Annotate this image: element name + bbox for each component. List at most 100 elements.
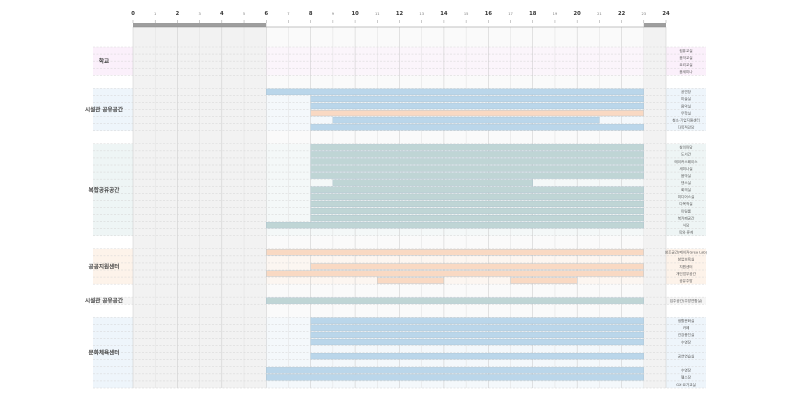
row-label: 메이커스페이스	[674, 159, 698, 164]
row-label: 댄스실	[681, 180, 691, 185]
schedule-bar	[266, 297, 644, 304]
group-band-right	[666, 297, 706, 305]
row-label: 도서관	[681, 152, 692, 157]
x-tick-label: 20	[574, 11, 582, 17]
schedule-bar	[310, 331, 644, 339]
schedule-bar	[310, 324, 644, 331]
schedule-bar	[310, 165, 644, 172]
row-label: 음악교실	[679, 55, 692, 60]
group-band-left	[93, 143, 133, 236]
row-label: 다목적실	[679, 201, 692, 206]
x-tick-label: 22	[618, 11, 626, 17]
schedule-bar	[310, 144, 644, 151]
row-label: 청소·기업지원센터	[672, 117, 700, 122]
row-label: 세미나실	[679, 166, 692, 171]
row-label: 미술실	[681, 96, 691, 101]
row-label: 음악실	[681, 173, 691, 178]
row-label: 공유주방	[679, 278, 693, 283]
x-tick-label: 5	[243, 12, 245, 16]
closed-hours-band	[643, 23, 666, 27]
x-axis: 0 1 2 3 4 5 6 7 8 9 10 11 12 13 14 15 16 17 18 19 20 21 22 23 24	[131, 11, 670, 28]
x-tick-label: 16	[485, 11, 493, 17]
x-tick-label: 3	[198, 12, 200, 16]
row-label: 수영장	[681, 368, 692, 373]
schedule-bar	[266, 367, 644, 374]
group-band-right	[666, 248, 706, 285]
group-label: 학교	[99, 57, 109, 65]
row-label: 생활문화실	[678, 318, 695, 323]
row-label: 창조공간(메이커Grea Lab)	[665, 250, 708, 255]
x-tick-label: 23	[642, 12, 647, 16]
row-label: 카페	[683, 325, 690, 330]
schedule-bar	[310, 353, 644, 360]
row-label: 북카페공간	[678, 215, 695, 220]
schedule-bar	[310, 263, 644, 270]
x-tick-label: 4	[220, 11, 224, 17]
row-label: 다목적강당	[678, 125, 695, 130]
row-label: 수영장	[681, 339, 692, 344]
row-label: 지원센터	[679, 264, 692, 269]
row-label: 미디어스실	[678, 194, 695, 199]
x-tick-label: 21	[597, 12, 602, 16]
row-label: 음악실	[681, 103, 691, 108]
schedule-bar	[510, 277, 578, 284]
row-label: 회의실	[681, 187, 691, 192]
x-tick-label: 0	[131, 11, 135, 17]
schedule-bar	[266, 88, 644, 95]
x-tick-label: 1	[154, 12, 156, 16]
schedule-bar	[310, 95, 644, 103]
schedule-bar	[310, 200, 644, 208]
x-tick-label: 15	[464, 12, 469, 16]
x-tick-label: 9	[332, 12, 335, 16]
schedule-bar	[332, 117, 600, 124]
schedule-bar	[310, 151, 644, 158]
row-label: 무학실	[681, 110, 691, 115]
row-label: 공연장	[681, 89, 692, 94]
row-label: 건강증진실	[678, 332, 695, 337]
x-tick-label: 11	[375, 12, 380, 16]
x-tick-label: 7	[287, 12, 289, 16]
row-label: 미팅룸	[681, 208, 692, 213]
closed-hours-band	[133, 23, 267, 27]
schedule-bar	[310, 317, 644, 324]
schedule-bar	[266, 249, 644, 256]
row-label: GX·요가교실	[676, 382, 696, 387]
schedule-bar	[310, 172, 644, 179]
x-tick-label: 10	[351, 11, 359, 17]
schedule-bar	[266, 270, 644, 277]
schedule-bar	[310, 207, 644, 215]
row-label: 창업보육실	[678, 257, 695, 262]
schedule-bar	[266, 222, 644, 229]
schedule-bar	[266, 374, 644, 381]
schedule-bar	[310, 338, 644, 346]
row-label: 요리교실	[679, 62, 692, 67]
schedule-bar	[310, 158, 644, 165]
schedule-bar	[310, 193, 644, 200]
x-tick-label: 2	[176, 11, 180, 17]
row-label: 창의마당	[679, 145, 693, 150]
group-label: 공공지원센터	[89, 262, 120, 270]
schedule-bar	[310, 124, 644, 131]
row-label: 입주공간(주방연합실)	[670, 298, 703, 303]
schedule-bars	[266, 88, 644, 381]
group-label: 시설관 공유공간	[85, 106, 124, 114]
group-band-left	[93, 297, 133, 305]
row-label: 컴퓨교실	[679, 48, 692, 53]
row-label: 공연연습실	[678, 353, 695, 358]
row-label: 식당	[683, 222, 690, 227]
row-label: 옥외·휴게	[679, 230, 693, 235]
schedule-bar	[332, 179, 533, 186]
schedule-bar	[377, 277, 445, 284]
x-tick-label: 12	[396, 11, 404, 17]
x-tick-label: 8	[309, 11, 313, 17]
x-tick-label: 19	[553, 12, 558, 16]
row-label: 음세미나	[679, 69, 693, 74]
row-label: 헬스장	[681, 375, 692, 380]
group-label: 문화체육센터	[89, 349, 120, 357]
group-label: 시설관 공유공간	[85, 297, 124, 305]
schedule-bar	[310, 109, 644, 117]
x-tick-label: 24	[662, 11, 670, 17]
group-band-left	[93, 248, 133, 285]
